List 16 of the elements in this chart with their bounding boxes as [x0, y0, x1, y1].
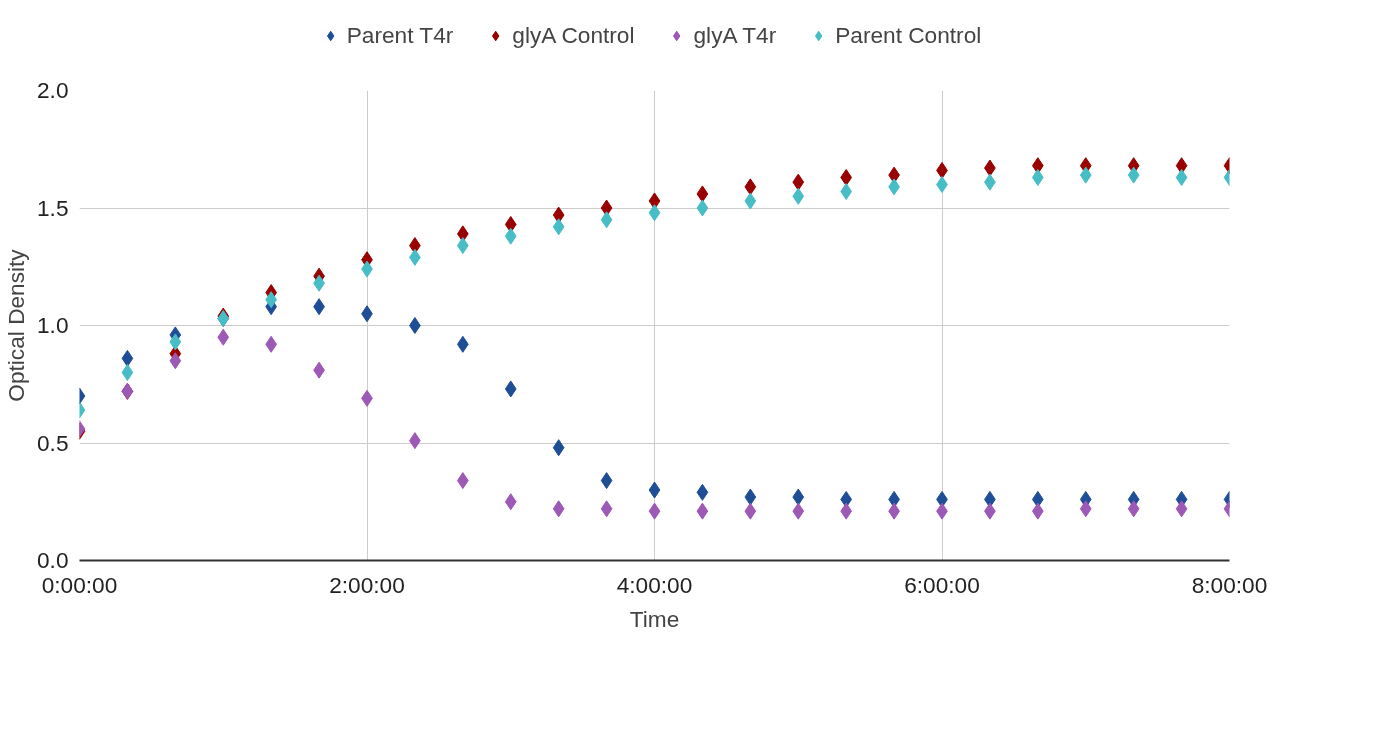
- y-axis-title: Optical Density: [3, 248, 29, 402]
- legend-label: Parent T4r: [346, 21, 454, 49]
- y-tick-label: 0.0: [37, 547, 69, 573]
- x-tick-label: 8:00:00: [1191, 571, 1268, 598]
- x-tick-label: 6:00:00: [904, 571, 980, 598]
- y-tick-label: 1.5: [37, 194, 69, 221]
- x-axis-title: Time: [629, 605, 680, 632]
- legend-label: glyA T4r: [693, 21, 777, 49]
- x-tick-label: 2:00:00: [329, 571, 405, 598]
- legend-label: glyA Control: [512, 21, 635, 49]
- legend-label: Parent Control: [835, 21, 982, 49]
- y-tick-label: 0.5: [37, 429, 69, 456]
- x-tick-label: 4:00:00: [616, 571, 693, 598]
- y-tick-label: 1.0: [37, 312, 69, 338]
- x-tick-label: 0:00:00: [41, 571, 118, 598]
- y-tick-label: 2.0: [37, 77, 69, 103]
